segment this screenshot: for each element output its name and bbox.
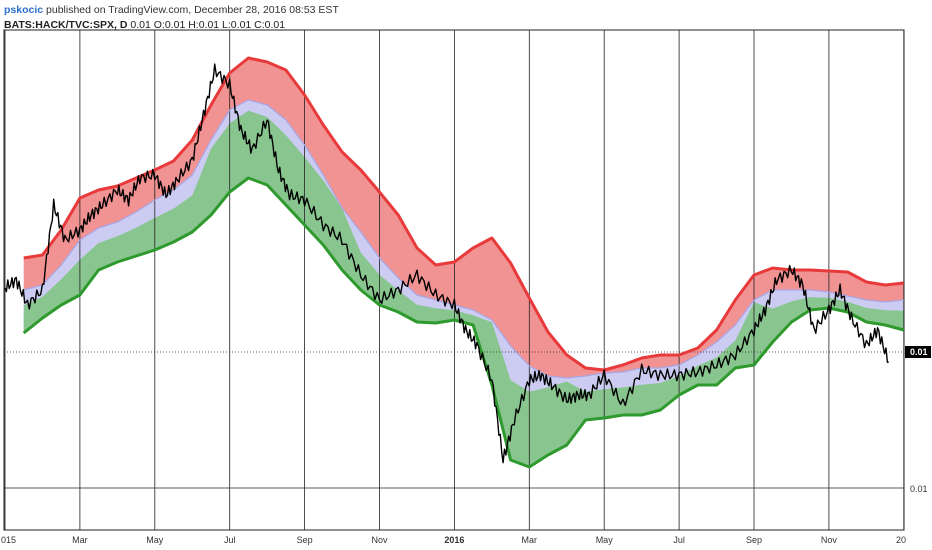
x-tick-label: May [146, 535, 164, 545]
x-tick-label: Jul [224, 535, 236, 545]
ohlc-values: 0.01 O:0.01 H:0.01 L:0.01 C:0.01 [130, 19, 286, 31]
x-tick-label: Sep [297, 535, 313, 545]
x-tick-label: Nov [371, 535, 388, 545]
x-tick-label: Mar [72, 535, 88, 545]
axis-layer: 015 Mar May Jul Sep Nov 2016 Mar May Jul Sep Nov 20 0… [1, 346, 931, 545]
publish-line: pskocic published on TradingView.com, De… [4, 3, 339, 18]
x-tick-label: Nov [821, 535, 838, 545]
last-price-label: 0.01 [910, 347, 928, 357]
chart-header: pskocic published on TradingView.com, De… [4, 3, 339, 33]
x-tick-label: Mar [522, 535, 538, 545]
symbol-line: BATS:HACK/TVC:SPX, D 0.01 O:0.01 H:0.01 … [4, 18, 339, 33]
grid-layer [3, 29, 905, 531]
x-tick-label: Sep [746, 535, 762, 545]
x-tick-label: 20 [896, 535, 906, 545]
bands-layer [23, 58, 904, 467]
author-link[interactable]: pskocic [4, 4, 44, 16]
published-text: published on TradingView.com, December 2… [46, 4, 339, 16]
lower-band-line [22, 176, 905, 469]
x-tick-label: 2016 [444, 535, 464, 545]
lines-layer [4, 56, 905, 469]
y-tick-label: 0.01 [910, 484, 928, 494]
x-tick-label: 015 [1, 535, 16, 545]
x-tick-label: May [596, 535, 614, 545]
plot-frame [3, 29, 905, 531]
last-price-box [905, 346, 931, 358]
x-tick-label: Jul [673, 535, 685, 545]
symbol-label: BATS:HACK/TVC:SPX, D [4, 19, 128, 31]
upper-band-line [23, 56, 904, 372]
price-line [4, 63, 889, 464]
